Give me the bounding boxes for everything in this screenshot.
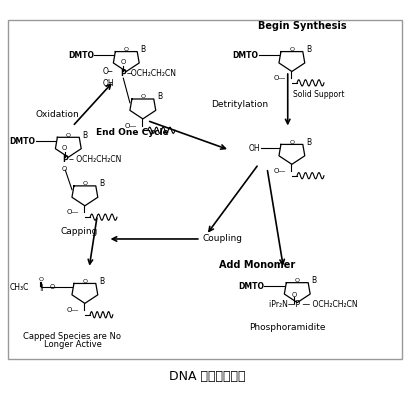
Text: O: O <box>289 140 294 145</box>
Text: O: O <box>120 59 126 65</box>
Text: Capping: Capping <box>60 227 97 235</box>
FancyBboxPatch shape <box>8 20 401 359</box>
Text: DMTO: DMTO <box>232 51 258 60</box>
Text: O: O <box>123 47 128 52</box>
Text: O—: O— <box>124 122 137 128</box>
Text: Solid Support: Solid Support <box>292 90 344 99</box>
Text: B: B <box>306 45 311 54</box>
Text: O—: O— <box>273 168 285 174</box>
Text: O: O <box>82 181 87 186</box>
Text: ||: || <box>39 284 43 291</box>
Text: O: O <box>38 277 43 282</box>
Text: ‒ OCH₂CH₂CN: ‒ OCH₂CH₂CN <box>69 154 121 164</box>
Text: Detritylation: Detritylation <box>211 100 268 109</box>
Text: O: O <box>61 145 66 151</box>
Text: Add Monomer: Add Monomer <box>218 260 294 270</box>
Text: O: O <box>294 278 299 283</box>
Text: O: O <box>140 94 145 99</box>
Text: ‒OCH₂CH₂CN: ‒OCH₂CH₂CN <box>126 69 176 78</box>
Text: DMTO: DMTO <box>9 137 35 146</box>
Text: End One Cycle: End One Cycle <box>96 128 169 137</box>
Text: B: B <box>99 276 104 286</box>
Text: O—: O— <box>273 75 285 81</box>
Text: DMTO: DMTO <box>237 282 263 291</box>
Text: B: B <box>157 92 162 101</box>
Text: B: B <box>311 276 316 285</box>
Text: Longer Active: Longer Active <box>43 340 101 349</box>
Text: CH₃C: CH₃C <box>10 283 29 292</box>
Text: Capped Species are No: Capped Species are No <box>24 332 121 341</box>
Text: P: P <box>62 154 68 164</box>
Text: OH: OH <box>102 79 114 88</box>
Text: O: O <box>289 47 294 52</box>
Text: B: B <box>83 130 88 139</box>
Text: OH: OH <box>249 144 260 153</box>
Text: B: B <box>306 137 311 147</box>
Text: O‒: O‒ <box>102 67 113 76</box>
Text: O: O <box>66 133 71 137</box>
Text: O: O <box>61 166 66 171</box>
Text: Oxidation: Oxidation <box>35 110 79 119</box>
Text: DNA 合成基本原理: DNA 合成基本原理 <box>169 370 244 382</box>
Text: O—: O— <box>66 307 79 313</box>
Text: O: O <box>82 279 87 284</box>
Text: O: O <box>49 284 55 290</box>
Text: O: O <box>291 292 296 297</box>
Text: P: P <box>120 69 126 78</box>
Text: B: B <box>99 179 104 188</box>
Text: O—: O— <box>66 209 79 215</box>
Text: DMTO: DMTO <box>68 51 94 60</box>
Text: B: B <box>140 45 145 54</box>
Text: Coupling: Coupling <box>202 235 242 243</box>
Text: Phosphoramidite: Phosphoramidite <box>249 324 325 332</box>
Text: Begin Synthesis: Begin Synthesis <box>257 21 346 31</box>
Text: iPr₂N—P — OCH₂CH₂CN: iPr₂N—P — OCH₂CH₂CN <box>269 300 357 309</box>
